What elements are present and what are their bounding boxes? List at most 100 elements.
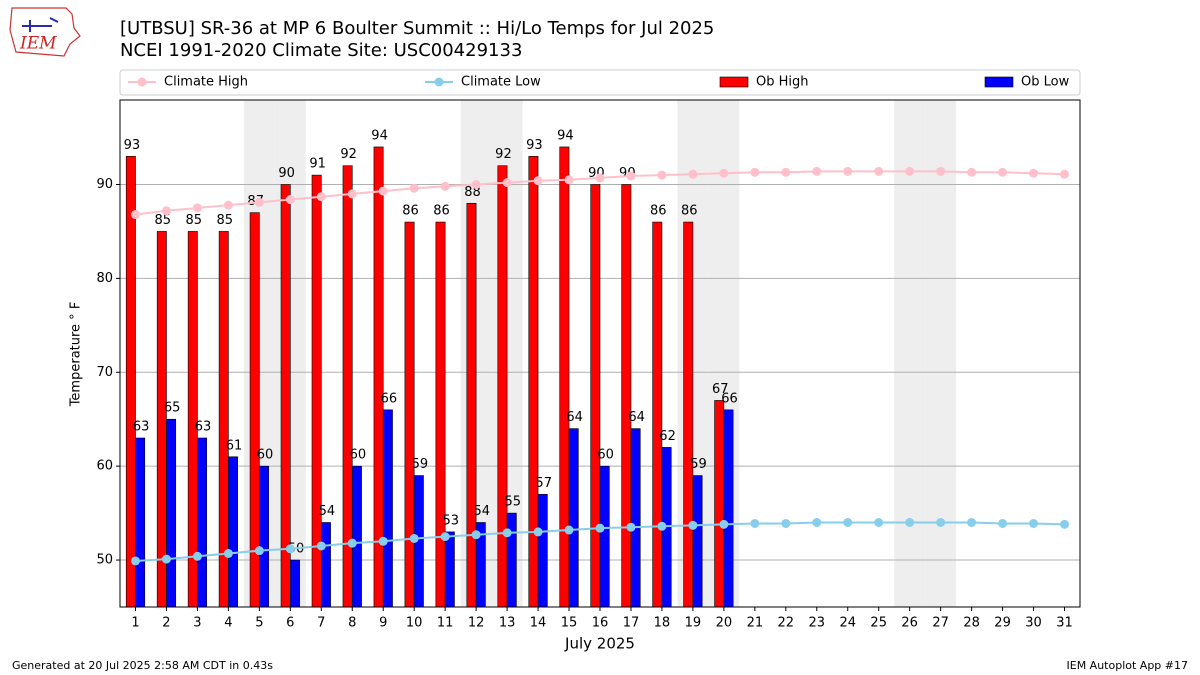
- line-marker: [657, 170, 667, 180]
- bar-value-label: 93: [124, 138, 141, 153]
- legend-swatch: [719, 76, 749, 88]
- x-tick-label: 13: [499, 616, 516, 631]
- x-tick-label: 12: [468, 616, 485, 631]
- line-marker: [1029, 168, 1039, 178]
- x-tick-label: 4: [224, 616, 232, 631]
- y-tick-label: 90: [96, 177, 113, 192]
- legend-label: Climate Low: [461, 75, 541, 90]
- bar-value-label: 91: [309, 157, 326, 172]
- logo: IEM: [9, 7, 81, 57]
- bar: [351, 465, 362, 608]
- bar-value-label: 60: [597, 448, 614, 463]
- line-marker: [223, 200, 233, 210]
- x-tick-label: 29: [994, 616, 1011, 631]
- bar: [652, 221, 663, 608]
- line-marker: [626, 171, 636, 181]
- bar: [125, 156, 136, 608]
- bar-value-label: 86: [681, 204, 698, 219]
- line-marker: [967, 167, 977, 177]
- legend-box: [119, 69, 1081, 96]
- x-tick-label: 2: [162, 616, 170, 631]
- bar-value-label: 54: [319, 504, 336, 519]
- bar-value-label: 63: [195, 420, 212, 435]
- x-tick-label: 6: [286, 616, 294, 631]
- line-marker: [688, 169, 698, 179]
- bar-value-label: 86: [433, 204, 450, 219]
- bar-value-label: 66: [381, 391, 398, 406]
- bar-value-label: 60: [257, 448, 274, 463]
- x-tick-label: 15: [561, 616, 578, 631]
- bar-value-label: 65: [164, 401, 181, 416]
- line-marker: [378, 186, 388, 196]
- line-marker: [254, 546, 264, 556]
- line-marker: [409, 183, 419, 193]
- chart-title: [UTBSU] SR-36 at MP 6 Boulter Summit :: …: [120, 18, 714, 39]
- bar: [435, 221, 446, 608]
- line-marker: [874, 166, 884, 176]
- bar: [497, 165, 508, 608]
- chart-subtitle: NCEI 1991-2020 Climate Site: USC00429133: [120, 40, 522, 61]
- line-marker: [874, 518, 884, 527]
- bar: [197, 437, 208, 608]
- bar-value-label: 63: [133, 420, 150, 435]
- bar: [506, 512, 517, 608]
- legend-label: Climate High: [164, 75, 248, 90]
- line-marker: [533, 176, 543, 186]
- x-tick-label: 7: [317, 616, 325, 631]
- bar-value-label: 86: [402, 204, 419, 219]
- logo-icon: [22, 17, 59, 32]
- bar-value-label: 67: [712, 382, 729, 397]
- line-marker: [843, 166, 853, 176]
- line-marker: [316, 192, 326, 202]
- line-marker: [688, 520, 698, 530]
- line-marker: [347, 538, 357, 548]
- line-marker: [781, 167, 791, 177]
- line-marker: [719, 168, 729, 178]
- weekend-shade: [894, 100, 926, 607]
- x-tick-label: 26: [901, 616, 918, 631]
- line-marker: [471, 530, 481, 540]
- bar-value-label: 85: [155, 213, 172, 228]
- line-marker: [1029, 518, 1039, 528]
- line-marker: [812, 518, 822, 527]
- bar: [166, 418, 177, 608]
- bar: [135, 437, 146, 608]
- line-marker: [192, 551, 202, 561]
- line-marker: [781, 518, 791, 528]
- bar: [683, 221, 694, 608]
- bar: [466, 202, 477, 608]
- line-marker: [223, 548, 233, 558]
- bar-value-label: 85: [186, 213, 203, 228]
- x-tick-label: 3: [193, 616, 201, 631]
- legend-label: Ob High: [756, 75, 809, 90]
- x-tick-label: 28: [963, 616, 980, 631]
- line-marker: [998, 518, 1008, 528]
- footer-left: Generated at 20 Jul 2025 2:58 AM CDT in …: [12, 659, 273, 672]
- bar: [599, 465, 610, 608]
- line-marker: [905, 166, 915, 176]
- x-tick-label: 30: [1025, 616, 1042, 631]
- bar: [156, 231, 167, 608]
- bar: [259, 465, 269, 608]
- x-tick-label: 25: [870, 616, 887, 631]
- bar: [714, 400, 725, 608]
- x-tick-label: 14: [530, 616, 547, 631]
- line-marker: [285, 195, 295, 205]
- bar-value-label: 61: [226, 438, 243, 453]
- line-marker: [1060, 169, 1070, 179]
- line-marker: [440, 181, 450, 191]
- line-marker: [161, 554, 171, 564]
- bar-value-label: 60: [350, 448, 367, 463]
- footer-right: IEM Autoplot App #17: [1067, 659, 1189, 672]
- x-tick-label: 23: [809, 616, 826, 631]
- y-axis-label: Temperature ° F: [69, 302, 84, 408]
- line-marker: [502, 178, 512, 188]
- x-tick-label: 17: [623, 616, 640, 631]
- x-tick-label: 27: [932, 616, 949, 631]
- legend-swatch: [984, 76, 1014, 88]
- line-marker: [905, 518, 915, 527]
- line-marker: [657, 521, 667, 531]
- line-marker: [936, 166, 946, 176]
- bar: [444, 531, 455, 608]
